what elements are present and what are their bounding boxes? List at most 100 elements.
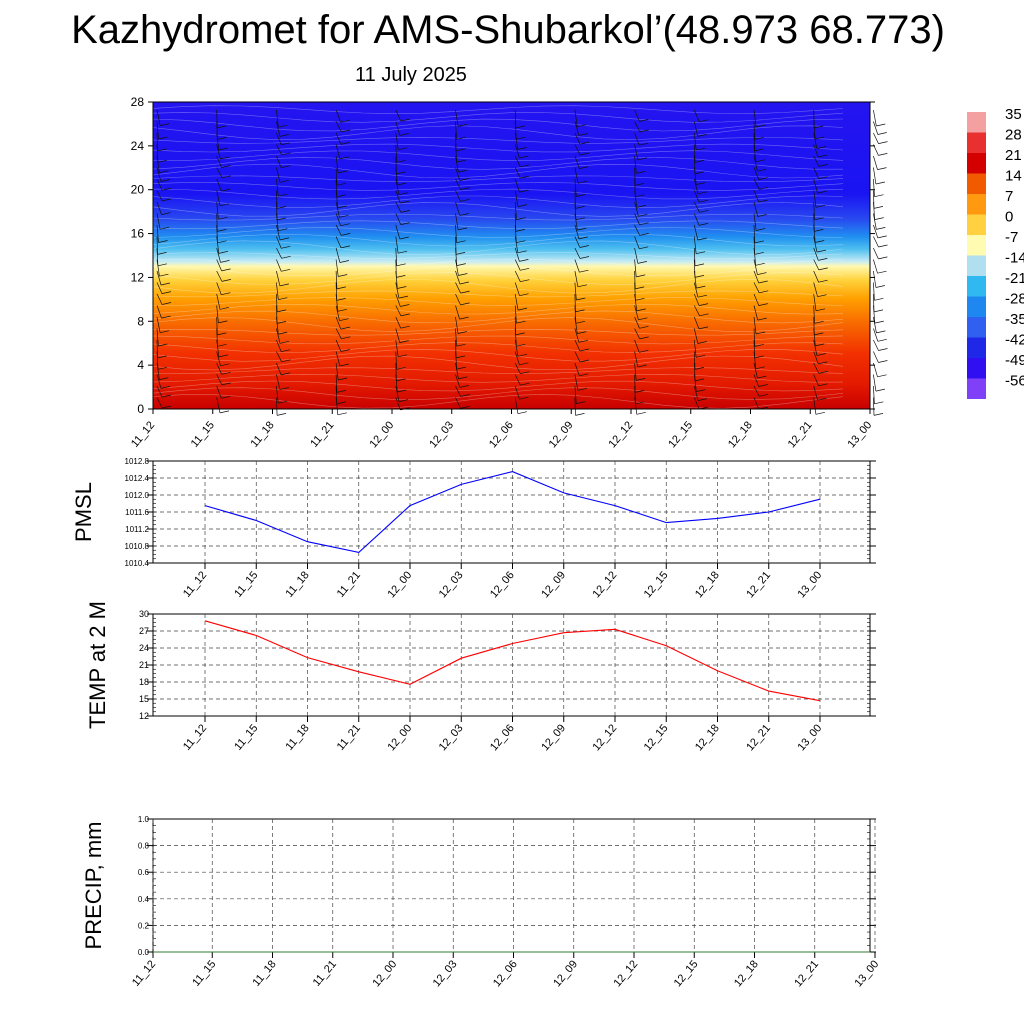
wind-barb-feather <box>517 147 527 150</box>
wind-barb-feather <box>337 308 347 312</box>
wind-barb-feather <box>694 275 705 278</box>
wind-barb-feather <box>694 160 705 163</box>
wind-barb <box>156 109 161 126</box>
wind-barb-feather <box>162 405 172 409</box>
wind-barb-feather <box>575 320 585 324</box>
pmsl-y-tick-label: 1011.2 <box>125 525 149 534</box>
wind-barb-feather <box>519 396 529 400</box>
wind-barb-feather <box>517 353 527 357</box>
wind-barb <box>216 270 223 282</box>
wind-barb-feather <box>157 366 168 370</box>
pmsl-x-tick-label: 11_18 <box>283 569 311 600</box>
wind-barb-feather <box>278 193 288 197</box>
wind-barb <box>574 132 581 145</box>
wind-barb <box>395 293 401 307</box>
heatmap-x-tick-label: 12_09 <box>547 419 576 450</box>
wind-barb-feather <box>818 267 828 271</box>
contour-line <box>152 335 844 345</box>
wind-barb-feather <box>456 159 466 163</box>
wind-barb-feather <box>456 136 466 140</box>
wind-barb-feather <box>456 148 466 152</box>
contour-line <box>152 310 844 324</box>
pmsl-x-tick-label: 11_15 <box>232 569 260 600</box>
temp2m-x-tick-label: 12_21 <box>744 722 773 753</box>
colorbar-label: 14 <box>1005 168 1022 185</box>
wind-barb-feather <box>340 349 350 352</box>
wind-barb-feather <box>217 240 227 244</box>
chart-subtitle: 11 July 2025 <box>355 64 467 86</box>
wind-barb <box>634 121 641 133</box>
wind-barb-feather <box>814 320 824 324</box>
wind-barb <box>873 374 877 392</box>
temp2m-x-tick-label: 12_09 <box>539 722 568 753</box>
wind-barb <box>216 259 222 272</box>
precip-x-tick-label: 12_15 <box>672 958 701 989</box>
heatmap-y-tick-label: 28 <box>131 95 145 109</box>
heatmap-y-tick-label: 16 <box>131 227 145 241</box>
wind-barb-feather <box>339 318 349 322</box>
wind-barb-feather <box>339 156 349 160</box>
wind-barb-feather <box>279 340 290 344</box>
wind-barb-feather <box>754 252 764 255</box>
wind-barb-feather <box>161 291 172 294</box>
wind-barb <box>276 270 281 286</box>
pmsl-x-tick-label: 12_15 <box>642 569 671 600</box>
wind-barb-feather <box>279 387 289 390</box>
wind-barb-feather <box>157 148 167 152</box>
wind-barb <box>276 259 282 272</box>
wind-barb <box>574 236 581 248</box>
wind-barb-feather <box>875 181 885 185</box>
wind-barb-feather <box>400 313 410 317</box>
wind-barb <box>693 282 699 298</box>
wind-barb <box>455 247 458 266</box>
wind-barb <box>813 236 818 253</box>
pmsl-y-tick-label: 1011.6 <box>125 508 149 517</box>
wind-barb-feather <box>576 194 586 197</box>
wind-barb-feather <box>336 286 346 290</box>
wind-barb <box>395 351 398 370</box>
wind-barb-feather <box>396 263 406 267</box>
heatmap-x-tick-label: 12_18 <box>726 419 755 450</box>
wind-barb <box>335 121 342 133</box>
wind-barb-feather <box>456 263 466 266</box>
wind-barb-feather <box>336 298 346 301</box>
wind-barb <box>753 121 756 140</box>
contour-line <box>152 278 844 294</box>
contour-line <box>152 367 844 374</box>
wind-barb-feather <box>635 390 645 393</box>
wind-barb-feather <box>878 348 888 351</box>
wind-barb <box>574 213 578 231</box>
temp2m-y-tick-label: 15 <box>139 694 149 704</box>
wind-barb-feather <box>755 331 766 335</box>
wind-barb-feather <box>758 199 768 203</box>
contour-line <box>152 387 844 400</box>
wind-barb-feather <box>221 279 231 282</box>
temp2m-y-tick-label: 21 <box>139 660 149 670</box>
wind-barb-feather <box>458 169 468 173</box>
wind-barb-feather <box>754 137 764 140</box>
wind-barb <box>634 351 639 368</box>
wind-barb <box>634 155 637 174</box>
wind-barb-feather <box>697 191 707 195</box>
colorbar-label: -49 <box>1005 352 1024 369</box>
wind-barb-feather <box>575 413 585 416</box>
wind-barb <box>574 167 579 184</box>
wind-barb <box>156 385 163 398</box>
wind-barb <box>813 270 819 283</box>
wind-barb <box>156 374 162 389</box>
colorbar-swatch <box>967 378 986 399</box>
wind-barb-feather <box>460 302 470 306</box>
wind-barb-feather <box>281 142 291 146</box>
wind-barb <box>216 339 220 357</box>
wind-barb <box>216 178 222 192</box>
wind-barb <box>455 397 461 409</box>
wind-barb <box>873 305 876 324</box>
wind-barb <box>276 339 282 352</box>
contour-line <box>152 150 844 162</box>
wind-barb <box>634 293 638 311</box>
colorbar-label: -21 <box>1005 270 1024 287</box>
contour-line <box>152 258 844 268</box>
wind-barb <box>335 167 338 186</box>
wind-barb-feather <box>220 156 230 160</box>
wind-barb <box>574 109 578 127</box>
